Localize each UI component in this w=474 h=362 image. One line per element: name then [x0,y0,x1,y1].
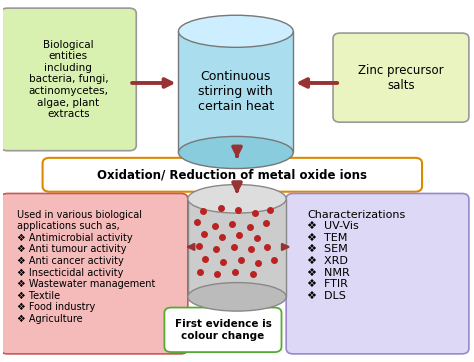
Bar [188,199,286,297]
Text: Biological
entities
including
bacteria, fungi,
actinomycetes,
algae, plant
extra: Biological entities including bacteria, … [28,39,109,119]
FancyBboxPatch shape [164,308,282,352]
FancyBboxPatch shape [0,193,188,354]
Text: Oxidation/ Reduction of metal oxide ions: Oxidation/ Reduction of metal oxide ions [97,168,367,181]
Bar [178,31,293,152]
FancyBboxPatch shape [43,158,422,192]
Text: Characterizations
❖  UV-Vis
❖  TEM
❖  SEM
❖  XRD
❖  NMR
❖  FTIR
❖  DLS: Characterizations ❖ UV-Vis ❖ TEM ❖ SEM ❖… [307,210,406,301]
Text: Continuous
stirring with
certain heat: Continuous stirring with certain heat [198,70,274,113]
Text: Zinc precursor
salts: Zinc precursor salts [358,64,444,92]
Ellipse shape [178,136,293,169]
Ellipse shape [178,15,293,47]
FancyBboxPatch shape [333,33,469,122]
Text: First evidence is
colour change: First evidence is colour change [174,319,272,341]
Ellipse shape [188,283,286,311]
Ellipse shape [188,185,286,213]
Text: Used in various biological
applications such as,
❖ Antimicrobial activity
❖ Anti: Used in various biological applications … [17,210,155,324]
FancyBboxPatch shape [286,193,469,354]
FancyBboxPatch shape [0,8,137,151]
